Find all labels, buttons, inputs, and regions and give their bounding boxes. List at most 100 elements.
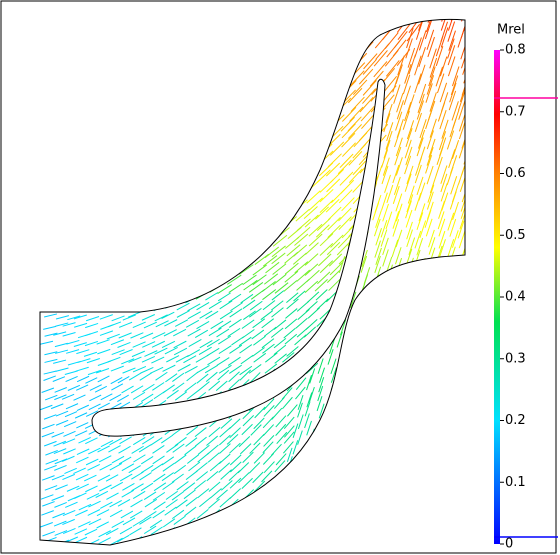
vector xyxy=(447,212,455,231)
vector xyxy=(206,444,219,455)
vector xyxy=(228,379,240,390)
vector xyxy=(241,423,253,436)
vector xyxy=(362,58,378,75)
vector xyxy=(292,440,299,455)
vector xyxy=(95,490,109,498)
vector xyxy=(89,394,102,402)
vector xyxy=(117,498,131,507)
vector xyxy=(206,347,220,357)
vector xyxy=(63,430,76,437)
vector xyxy=(141,355,156,363)
vector xyxy=(228,418,241,430)
vector xyxy=(85,322,99,329)
vector xyxy=(161,472,175,482)
vector xyxy=(352,79,368,96)
vector xyxy=(96,521,110,529)
vector xyxy=(62,518,75,525)
vector xyxy=(87,463,100,471)
vector xyxy=(382,203,389,222)
vector xyxy=(308,386,315,403)
vector xyxy=(228,470,241,482)
vector xyxy=(263,461,275,474)
vector xyxy=(76,456,89,464)
vector xyxy=(319,188,334,203)
vector xyxy=(97,375,110,383)
vector xyxy=(209,461,222,472)
vector xyxy=(436,73,445,94)
vector xyxy=(341,142,356,157)
vector xyxy=(350,291,357,309)
vector xyxy=(171,491,184,501)
vector xyxy=(140,332,154,340)
vector xyxy=(109,402,122,410)
vector xyxy=(97,348,111,355)
vector xyxy=(66,349,80,354)
vector xyxy=(459,82,465,102)
vector xyxy=(297,430,303,445)
vector xyxy=(252,274,267,286)
vector xyxy=(397,55,405,76)
vector xyxy=(217,292,231,302)
vector xyxy=(204,364,218,374)
tick-label: 0.3 xyxy=(505,351,526,366)
vector xyxy=(62,322,76,327)
vector xyxy=(88,518,102,526)
vector xyxy=(440,27,449,48)
vector xyxy=(457,220,465,239)
vector xyxy=(142,341,156,348)
vector xyxy=(84,331,99,337)
vector xyxy=(144,510,157,520)
vector xyxy=(194,436,207,447)
vector xyxy=(438,230,446,249)
vector xyxy=(318,377,325,393)
vector xyxy=(139,372,152,381)
vector xyxy=(274,460,286,473)
vector xyxy=(360,106,375,122)
vector xyxy=(163,329,177,337)
vector xyxy=(184,445,197,456)
tick-label: 0.7 xyxy=(505,104,526,119)
vector xyxy=(435,36,444,57)
vector xyxy=(414,37,422,58)
vector xyxy=(197,381,210,392)
vector xyxy=(405,128,413,148)
vector xyxy=(286,292,299,303)
vector xyxy=(110,377,123,385)
vector xyxy=(262,255,278,267)
vector xyxy=(286,346,299,357)
vector xyxy=(406,23,421,42)
tick-label: 0.8 xyxy=(505,43,526,58)
vector xyxy=(435,45,444,67)
vector xyxy=(131,483,144,492)
vector xyxy=(396,93,404,113)
vector xyxy=(152,491,166,501)
vector xyxy=(338,207,352,222)
vector xyxy=(83,474,97,482)
vector xyxy=(418,182,426,201)
vector xyxy=(392,219,400,237)
vector xyxy=(85,485,98,493)
vector xyxy=(55,315,70,320)
vector xyxy=(440,173,448,193)
vector xyxy=(132,341,146,348)
vector xyxy=(52,376,66,382)
vector xyxy=(197,452,210,463)
vector xyxy=(150,526,163,536)
vector xyxy=(227,356,241,366)
vector xyxy=(84,528,98,536)
vector xyxy=(408,19,422,34)
vector xyxy=(416,212,424,230)
vector xyxy=(195,354,209,363)
vector xyxy=(161,434,174,444)
vector xyxy=(426,19,434,33)
vector xyxy=(62,527,76,535)
vector xyxy=(404,155,412,175)
vector xyxy=(41,387,55,393)
vector xyxy=(418,64,426,85)
vector xyxy=(118,445,131,454)
vector xyxy=(392,185,400,204)
vector xyxy=(128,372,142,381)
vector xyxy=(152,509,165,519)
vector xyxy=(447,38,455,59)
